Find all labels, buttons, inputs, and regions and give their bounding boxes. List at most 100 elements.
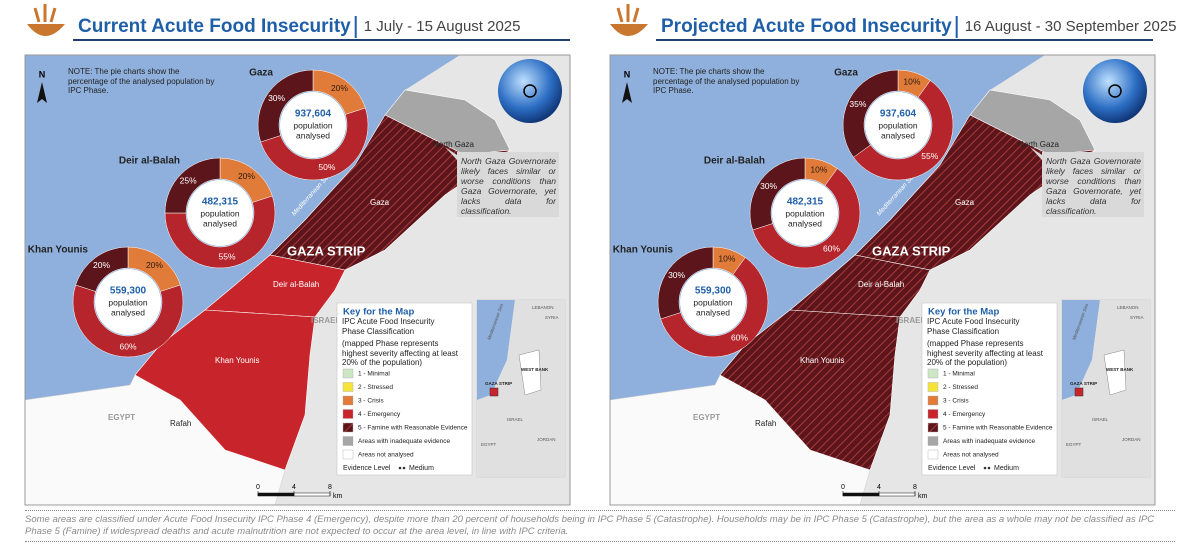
legend-note: (mapped Phase represents highest severit… [927, 339, 1043, 367]
legend-box [921, 302, 1058, 476]
callout-text: North Gaza Governorate likely faces simi… [1046, 156, 1141, 216]
note: NOTE: The pie charts show the percentage… [68, 67, 215, 95]
pie-center [772, 180, 838, 246]
inset-israel [1062, 300, 1150, 477]
bowl-icon [27, 4, 65, 36]
bowl [27, 24, 65, 36]
pie-segment [164, 157, 221, 214]
map-label: North Gaza [1018, 140, 1059, 149]
wheat [33, 4, 57, 23]
pie-name: Khan Younis [28, 245, 89, 256]
inset-label: WEST BANK [1106, 367, 1134, 372]
inset-label: EGYPT [481, 442, 497, 447]
globe-marker [523, 84, 537, 98]
legend-swatch [342, 436, 354, 446]
inset-sea [477, 300, 515, 400]
map-label: ISRAEL [311, 316, 340, 325]
globe-marker [1108, 84, 1122, 98]
pie-value-label: 55% [219, 252, 236, 262]
pie-value-label: 50% [318, 162, 335, 172]
legend-swatch [927, 449, 939, 460]
pie-center [95, 269, 161, 335]
inset-label: LEBANON [1117, 305, 1139, 310]
globe [1083, 59, 1147, 123]
pie-caption: analysed [111, 307, 145, 317]
pie-population: 937,604 [295, 109, 332, 120]
note-box: NOTE: The pie charts show the percentage… [653, 67, 799, 95]
map-border [609, 54, 1156, 506]
map-label: Gaza [955, 198, 975, 207]
map-label: GAZA STRIP [287, 243, 366, 258]
evidence-value: Medium [994, 465, 1019, 472]
pie-name: Khan Younis [613, 245, 674, 256]
pie-value-label: 30% [668, 270, 685, 280]
legend-swatch [342, 422, 354, 433]
pie-value-label: 10% [718, 253, 735, 263]
map-label: EGYPT [693, 413, 720, 422]
pie-center [680, 269, 746, 335]
map-label: Rafah [170, 419, 191, 428]
scale-label: 8 [328, 484, 332, 491]
inset-label: SYRIA [545, 315, 559, 320]
evidence-title: Evidence Level [928, 465, 976, 472]
pie-name: Gaza [834, 68, 858, 79]
legend-swatch [927, 382, 939, 392]
callout-text: North Gaza Governorate likely faces simi… [461, 156, 556, 216]
panel-header: Projected Acute Food Insecurity 16 August… [610, 4, 1177, 41]
pie-value-label: 20% [93, 260, 110, 270]
pie-caption: analysed [203, 218, 237, 228]
callout-box [457, 152, 559, 217]
pie-caption: population [785, 208, 825, 218]
legend-subtitle-box: IPC Acute Food Insecurity Phase Classifi… [342, 317, 435, 336]
pie-value-label: 30% [268, 93, 285, 103]
legend-item-label: Areas with inadequate evidence [943, 438, 1036, 445]
north-label: N [624, 69, 631, 79]
callout-box [1042, 152, 1144, 217]
callout-pointer [1030, 147, 1042, 160]
legend-box [336, 302, 473, 476]
legend-item-label: 5 - Famine with Reasonable Evidence [943, 425, 1053, 432]
pie-segment [660, 257, 769, 358]
pie-segment [164, 195, 276, 269]
pie-center [865, 92, 931, 158]
scale-label: 0 [841, 484, 845, 491]
map-panel: N NOTE: The pie charts show the percentag… [24, 54, 571, 506]
pie-value-label: 20% [238, 171, 255, 181]
bowl [610, 24, 648, 36]
legend-note-box: (mapped Phase represents highest severit… [342, 339, 458, 367]
pie-caption: population [108, 297, 148, 307]
inset-label: JORDAN [537, 437, 556, 442]
pie-population: 482,315 [202, 197, 239, 208]
legend-swatch [927, 368, 939, 379]
inset-gaza [489, 387, 499, 397]
map-label: GAZA STRIP [872, 243, 951, 258]
evidence-dot [987, 466, 991, 470]
pie-population: 482,315 [787, 197, 824, 208]
legend-item-label: Areas not analysed [358, 452, 414, 459]
inset-israel [477, 300, 565, 477]
legend-item-label: 4 - Emergency [358, 411, 401, 418]
legend-swatch [342, 382, 354, 392]
pie-value-label: 20% [331, 83, 348, 93]
pie-value-label: 35% [849, 99, 866, 109]
pie-name: Deir al-Balah [704, 156, 765, 167]
legend-item-label: 5 - Famine with Reasonable Evidence [358, 425, 468, 432]
pie-caption: analysed [881, 130, 915, 140]
scale-unit: km [918, 493, 928, 500]
pie-caption: population [878, 120, 918, 130]
governorate-khan [719, 309, 901, 471]
legend-note-box: (mapped Phase represents highest severit… [927, 339, 1043, 367]
scale-label: 8 [913, 484, 917, 491]
legend-swatch [927, 409, 939, 419]
pie-caption: analysed [696, 307, 730, 317]
map-label: Deir al-Balah [273, 280, 319, 289]
map-label: Khan Younis [800, 356, 845, 365]
pie-value-label: 10% [810, 164, 827, 174]
legend-item-label: 2 - Stressed [943, 384, 978, 391]
pie-population: 937,604 [880, 109, 917, 120]
inset-label: GAZA STRIP [485, 381, 512, 386]
